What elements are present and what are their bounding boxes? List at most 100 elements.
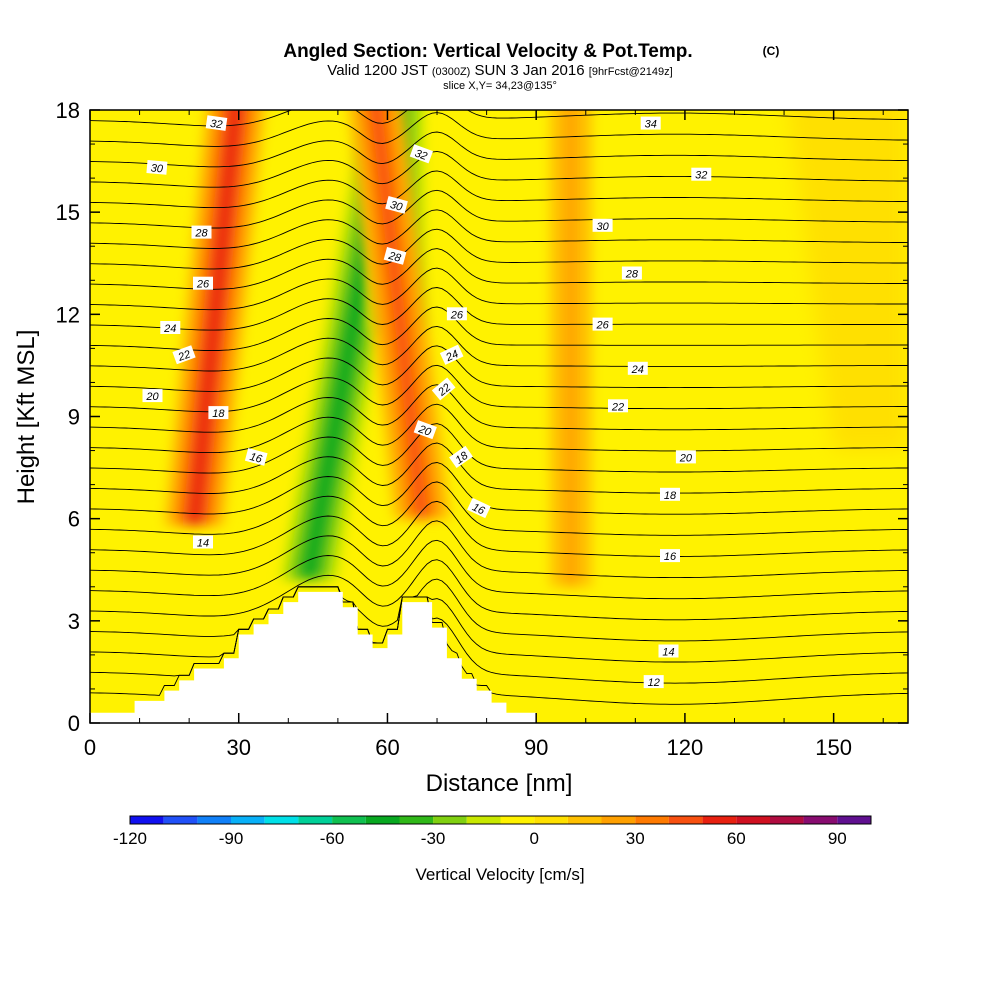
contour-label: 18 [208,406,229,420]
contour-label-text: 32 [209,118,223,132]
contour-label-text: 20 [416,423,433,439]
contour-label-bg [675,450,696,464]
contour-label-text: 24 [443,348,460,364]
x-tick-label: 90 [524,735,548,760]
contour-label-bg [608,399,628,413]
slice-info: slice X,Y= 34,23@135° [443,80,557,92]
plot-area: 32 30 28 26 24 22 20 18 16 14 32 30 28 26 24 22 20 18 16 34… [90,110,908,723]
contour-label: 20 [413,420,437,440]
colorbar-swatch [736,816,770,824]
colorbar-tick-label: -90 [219,829,244,848]
contour-label-text: 26 [595,320,609,332]
contour-label-text: 12 [648,677,660,689]
contour-label: 16 [660,549,680,563]
theta-contour [90,325,908,372]
contour-label-bg [431,377,456,401]
velocity-band [564,110,577,587]
contour-label-bg [409,144,433,164]
contour-label-bg [640,116,661,130]
contour-label-bg [244,448,268,466]
theta-contour [90,384,908,433]
contour-label-bg [193,535,213,549]
theta-contour [90,586,908,663]
contour-label-text: 32 [413,148,429,163]
colorbar-swatch [365,816,400,824]
contour-label: 24 [627,361,648,376]
x-axis-label: Distance [nm] [426,770,573,797]
contour-label: 22 [608,399,628,413]
contour-label-bg [660,549,680,563]
contour-label: 28 [383,247,407,265]
chart-title: Angled Section: Vertical Velocity & Pot.… [283,41,692,62]
x-tick-label: 0 [84,735,96,760]
valid-zulu: (0300Z) [432,66,471,78]
contour-label-bg [691,167,712,181]
x-axis: 0 30 60 90 120 150 [84,110,884,760]
contour-label-text: 14 [662,647,674,659]
theta-contour [90,267,908,311]
y-tick-label: 12 [56,302,80,327]
contour-label-bg [621,266,642,280]
colorbar-tick-label: -60 [320,829,345,848]
contour-label: 16 [467,497,491,519]
contour-label: 32 [691,167,712,182]
contour-label-bg [439,344,464,365]
contour-label-bg [449,445,473,469]
contour-label-bg [627,361,648,375]
theta-contour [90,578,908,642]
contour-label-text: 18 [664,490,677,502]
contour-label-bg [208,406,229,420]
valid-time: Valid 1200 JST (0300Z) SUN 3 Jan 2016 [9… [327,62,672,79]
theta-contour [90,131,908,168]
colorbar-swatch [770,816,804,824]
contour-label-text: 14 [197,538,209,550]
contour-label-bg [205,115,228,131]
contour-label-text: 16 [248,451,264,466]
contour-label-text: 20 [145,391,159,403]
contour-label-bg [413,420,437,440]
contour-label-text: 30 [150,162,164,175]
contour-label: 34 [640,116,661,131]
colorbar-swatch [567,816,602,824]
colorbar-swatch [130,816,164,824]
theta-contour [90,559,908,621]
colorbar-swatch [264,816,299,824]
contour-label-bg [172,345,196,365]
velocity-band [188,110,242,526]
contour-label-bg [592,218,613,232]
contour-label-bg [643,675,664,689]
theta-contour [90,500,908,557]
y-tick-label: 15 [56,200,80,225]
theta-contour [90,306,908,351]
colorbar: -120 -90 -60 -30 0 30 60 90 [113,815,872,848]
theta-contour [90,248,908,290]
contour-label: 30 [146,160,168,175]
colorbar-label: Vertical Velocity [cm/s] [415,865,584,884]
contour-label-text: 28 [386,250,403,265]
y-tick-label: 0 [68,711,80,736]
colorbar-swatch [399,816,434,824]
contour-label-text: 26 [450,309,464,321]
contour-label: 32 [205,115,228,132]
x-tick-label: 150 [815,735,852,760]
contour-label-bg [193,276,213,290]
colorbar-swatch [534,816,568,824]
contour-label-text: 16 [664,551,677,563]
contour-label: 26 [193,276,213,291]
contour-label: 28 [621,266,642,281]
contour-label-bg [467,497,491,519]
theta-contour [90,150,908,188]
y-tick-label: 9 [68,405,80,430]
contour-label: 28 [191,225,212,240]
contour-label-bg [191,225,212,239]
contour-label: 18 [660,487,680,502]
contour-label: 14 [658,644,679,659]
colorbar-swatch [601,816,636,824]
colorbar-swatch [231,816,265,824]
colorbar-tick-label: -30 [421,829,446,848]
contour-label-bg [592,317,613,331]
contour-label-bg [385,196,408,214]
x-tick-label: 30 [226,735,250,760]
theta-contour [90,481,908,536]
